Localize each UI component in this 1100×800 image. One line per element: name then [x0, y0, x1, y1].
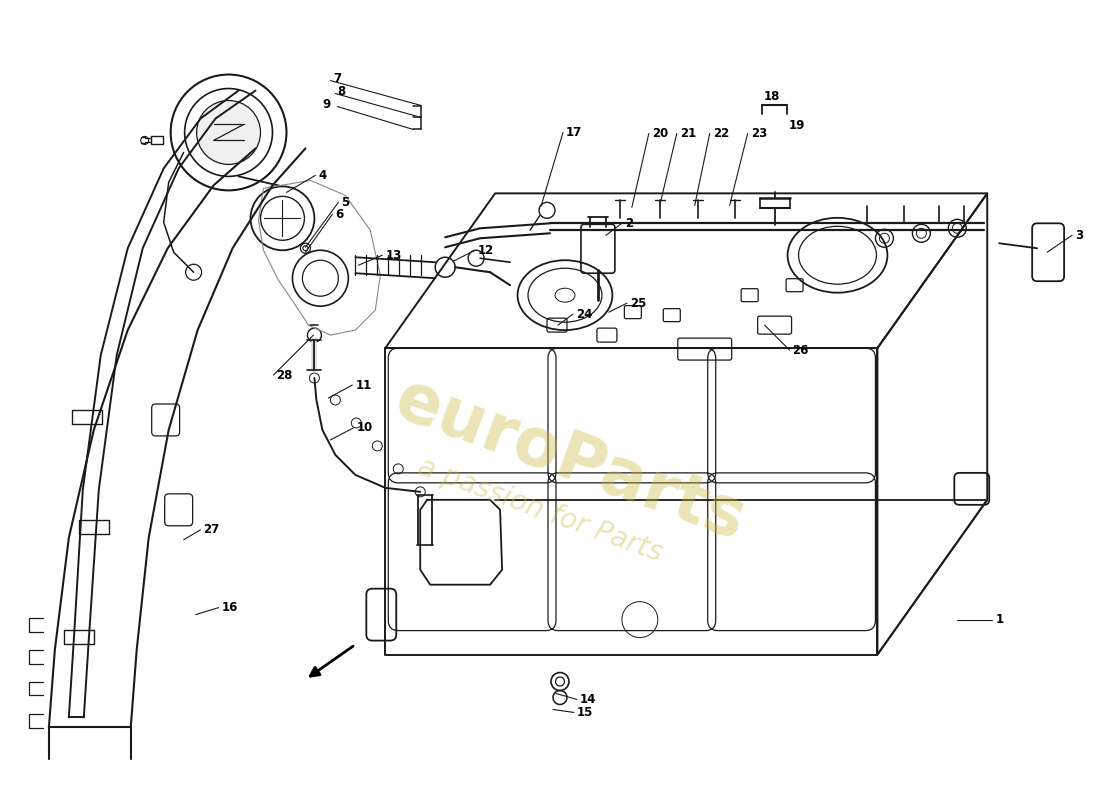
Text: euroParts: euroParts	[386, 366, 755, 554]
Text: 24: 24	[576, 308, 592, 321]
Text: 11: 11	[355, 378, 372, 391]
Text: 7: 7	[333, 72, 341, 85]
Text: 15: 15	[578, 706, 593, 719]
Text: 1: 1	[996, 613, 1003, 626]
Circle shape	[197, 101, 261, 165]
Text: 22: 22	[713, 127, 729, 140]
Text: 27: 27	[204, 523, 220, 536]
Text: 17: 17	[566, 126, 582, 139]
Text: 6: 6	[336, 208, 343, 221]
Text: a passion for Parts: a passion for Parts	[414, 453, 667, 567]
Text: 21: 21	[680, 127, 696, 140]
Text: 5: 5	[341, 196, 350, 209]
Text: 18: 18	[763, 90, 780, 103]
Text: 10: 10	[356, 422, 373, 434]
Text: 26: 26	[793, 343, 808, 357]
Text: 2: 2	[625, 217, 632, 230]
Text: 8: 8	[338, 85, 345, 98]
Text: 20: 20	[652, 127, 668, 140]
Text: 4: 4	[318, 169, 327, 182]
Text: 3: 3	[1075, 229, 1084, 242]
Text: 16: 16	[221, 601, 238, 614]
Text: 25: 25	[630, 297, 646, 310]
Text: 9: 9	[322, 98, 331, 111]
Text: 13: 13	[385, 249, 402, 262]
Text: 19: 19	[789, 119, 805, 132]
Text: 23: 23	[750, 127, 767, 140]
Text: 14: 14	[580, 693, 596, 706]
Text: 12: 12	[478, 244, 494, 257]
Text: 28: 28	[276, 369, 293, 382]
